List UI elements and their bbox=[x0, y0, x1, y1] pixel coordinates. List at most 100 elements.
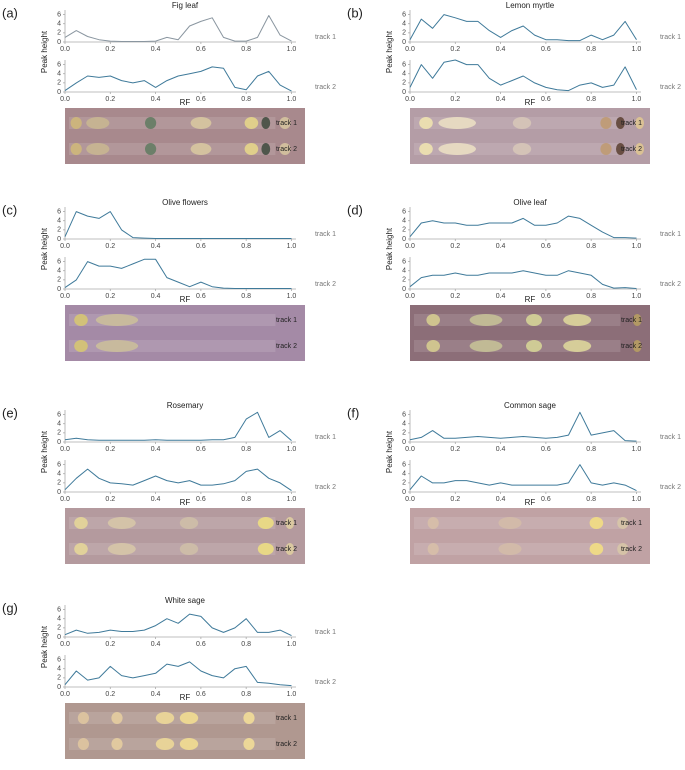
y-tick-label: 6 bbox=[402, 11, 406, 18]
x-tick-label: 0.6 bbox=[541, 96, 551, 103]
y-tick-label: 2 bbox=[402, 480, 406, 487]
y-tick-label: 2 bbox=[402, 80, 406, 87]
y-tick-label: 0 bbox=[402, 39, 406, 46]
y-axis-label: Peak height bbox=[385, 430, 394, 473]
x-tick-label: 0.6 bbox=[541, 243, 551, 250]
plate-spot bbox=[261, 143, 271, 155]
chart-title: Fig leaf bbox=[172, 1, 199, 10]
plate-spot bbox=[426, 340, 441, 352]
panel-label: (b) bbox=[347, 5, 363, 20]
plate-lane bbox=[69, 143, 276, 155]
x-tick-label: 0.6 bbox=[541, 496, 551, 503]
y-tick-label: 0 bbox=[57, 286, 61, 293]
tlc-plate bbox=[65, 508, 305, 564]
plate-track-label: track 2 bbox=[276, 741, 297, 748]
plate-spot bbox=[632, 314, 642, 326]
plate-spot bbox=[77, 712, 89, 724]
y-tick-label: 6 bbox=[57, 606, 61, 613]
x-tick-label: 0.0 bbox=[60, 243, 70, 250]
plate-spot bbox=[74, 543, 88, 555]
track-label: track 1 bbox=[660, 434, 681, 441]
plate-spot bbox=[190, 117, 212, 129]
plate-spot bbox=[179, 543, 199, 555]
plate-spot bbox=[563, 314, 592, 326]
x-tick-label: 1.0 bbox=[287, 293, 297, 300]
y-tick-label: 6 bbox=[57, 411, 61, 418]
plate-spot bbox=[107, 543, 136, 555]
plate-spot bbox=[179, 738, 199, 750]
plate-spot bbox=[244, 117, 259, 129]
plate-spot bbox=[285, 517, 295, 529]
track-label: track 2 bbox=[660, 281, 681, 288]
y-tick-label: 2 bbox=[57, 277, 61, 284]
track-label: track 1 bbox=[315, 629, 336, 636]
x-tick-label: 0.6 bbox=[541, 46, 551, 53]
y-tick-label: 4 bbox=[402, 471, 406, 478]
plate-spot bbox=[512, 143, 532, 155]
plate-spot bbox=[600, 117, 612, 129]
plate-track-label: track 2 bbox=[621, 146, 642, 153]
track-line bbox=[64, 411, 292, 441]
y-tick-label: 2 bbox=[57, 80, 61, 87]
plate-track-label: track 2 bbox=[621, 343, 642, 350]
y-tick-label: 6 bbox=[57, 208, 61, 215]
panel: (a) Fig leaf Peak height RF 0 2 4 6 0.0 0.2 0.4 0.6… bbox=[2, 1, 336, 164]
x-tick-label: 0.4 bbox=[151, 691, 161, 698]
x-axis-label: RF bbox=[180, 693, 191, 702]
y-tick-label: 0 bbox=[402, 89, 406, 96]
plate-spot bbox=[632, 340, 642, 352]
x-tick-label: 0.4 bbox=[496, 96, 506, 103]
plate-spot bbox=[512, 117, 532, 129]
track-line bbox=[409, 59, 637, 92]
y-axis-label: Peak height bbox=[385, 227, 394, 270]
x-tick-label: 0.6 bbox=[541, 446, 551, 453]
y-tick-label: 4 bbox=[57, 268, 61, 275]
plate-spot bbox=[600, 143, 612, 155]
y-tick-label: 6 bbox=[402, 258, 406, 265]
x-tick-label: 1.0 bbox=[632, 293, 642, 300]
x-tick-label: 0.8 bbox=[241, 641, 251, 648]
y-tick-label: 2 bbox=[57, 625, 61, 632]
plate-spot bbox=[563, 340, 592, 352]
plate-spot bbox=[427, 543, 439, 555]
x-tick-label: 0.0 bbox=[405, 293, 415, 300]
plate-spot bbox=[526, 340, 542, 352]
x-tick-label: 0.4 bbox=[496, 293, 506, 300]
x-tick-label: 1.0 bbox=[287, 496, 297, 503]
track-line bbox=[409, 464, 637, 492]
track-line bbox=[64, 468, 292, 492]
plate-spot bbox=[145, 117, 157, 129]
tlc-plate bbox=[410, 108, 650, 164]
plate-spot bbox=[107, 517, 136, 529]
track-label: track 1 bbox=[315, 434, 336, 441]
x-axis-label: RF bbox=[180, 498, 191, 507]
x-tick-label: 0.4 bbox=[151, 496, 161, 503]
x-tick-label: 0.4 bbox=[496, 243, 506, 250]
y-tick-label: 6 bbox=[57, 258, 61, 265]
x-tick-label: 0.2 bbox=[450, 446, 460, 453]
plate-spot bbox=[526, 314, 542, 326]
y-tick-label: 4 bbox=[57, 471, 61, 478]
y-tick-label: 6 bbox=[57, 11, 61, 18]
y-tick-label: 2 bbox=[402, 30, 406, 37]
plate-spot bbox=[469, 340, 503, 352]
y-tick-label: 6 bbox=[57, 461, 61, 468]
track-line bbox=[409, 270, 637, 289]
track-label: track 2 bbox=[315, 679, 336, 686]
x-tick-label: 0.2 bbox=[105, 46, 115, 53]
x-tick-label: 0.2 bbox=[450, 496, 460, 503]
x-tick-label: 0.4 bbox=[496, 496, 506, 503]
x-tick-label: 0.6 bbox=[196, 96, 206, 103]
x-axis-label: RF bbox=[180, 98, 191, 107]
x-tick-label: 1.0 bbox=[632, 243, 642, 250]
plate-spot bbox=[74, 517, 88, 529]
x-tick-label: 0.2 bbox=[105, 641, 115, 648]
x-tick-label: 0.0 bbox=[405, 446, 415, 453]
y-tick-label: 0 bbox=[57, 439, 61, 446]
panel: (g) White sage Peak height RF 0 2 4 6 0.0 0.2 0.4 0… bbox=[2, 596, 336, 759]
x-tick-label: 0.4 bbox=[496, 46, 506, 53]
y-tick-label: 6 bbox=[57, 656, 61, 663]
x-axis-label: RF bbox=[525, 98, 536, 107]
plate-track-label: track 2 bbox=[621, 546, 642, 553]
y-tick-label: 4 bbox=[402, 218, 406, 225]
